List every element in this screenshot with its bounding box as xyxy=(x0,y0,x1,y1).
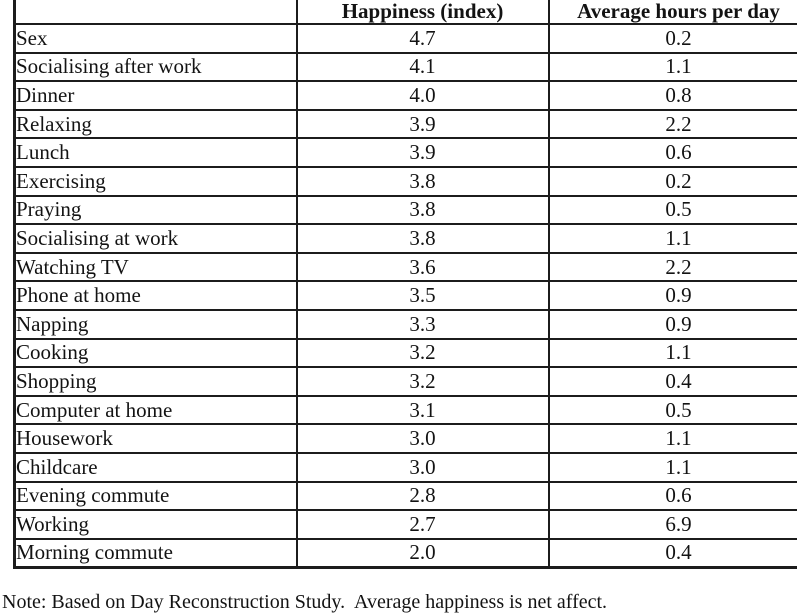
happiness-cell: 2.7 xyxy=(295,509,550,540)
activity-cell: Housework xyxy=(13,423,298,454)
hours-cell: 1.1 xyxy=(547,223,797,254)
hours-cell: 1.1 xyxy=(547,451,797,483)
table-row: Watching TV 3.6 2.2 xyxy=(13,251,797,283)
hours-cell: 0.8 xyxy=(547,80,797,111)
activity-cell: Computer at home xyxy=(13,394,298,426)
header-happiness-index: Happiness (index) xyxy=(295,0,550,25)
table-row: Housework 3.0 1.1 xyxy=(13,423,797,454)
table-row: Cooking 3.2 1.1 xyxy=(13,337,797,369)
activity-cell: Dinner xyxy=(13,80,298,111)
activities-table: Happiness (index) Average hours per day … xyxy=(13,0,797,570)
table-row: Socialising at work 3.8 1.1 xyxy=(13,223,797,254)
happiness-cell: 3.3 xyxy=(295,308,550,340)
note-text: Note: Based on Day Reconstruction Study.… xyxy=(2,591,608,613)
table-row: Exercising 3.8 0.2 xyxy=(13,165,797,197)
happiness-cell: 2.0 xyxy=(295,537,550,569)
happiness-cell: 2.8 xyxy=(295,480,550,512)
hours-cell: 0.9 xyxy=(547,280,797,311)
table-container: Happiness (index) Average hours per day … xyxy=(13,0,797,570)
header-average-hours: Average hours per day xyxy=(547,0,797,25)
hours-cell: 0.2 xyxy=(547,23,797,54)
happiness-cell: 4.7 xyxy=(295,23,550,54)
header-activity xyxy=(13,0,298,25)
table-row: Working 2.7 6.9 xyxy=(13,509,797,540)
activity-cell: Napping xyxy=(13,308,298,340)
activity-cell: Childcare xyxy=(13,451,298,483)
happiness-cell: 3.2 xyxy=(295,337,550,369)
table-row: Lunch 3.9 0.6 xyxy=(13,137,797,168)
activity-cell: Exercising xyxy=(13,165,298,197)
hours-cell: 0.6 xyxy=(547,480,797,512)
happiness-cell: 3.0 xyxy=(295,451,550,483)
activity-cell: Evening commute xyxy=(13,480,298,512)
hours-cell: 0.2 xyxy=(547,165,797,197)
happiness-cell: 3.8 xyxy=(295,223,550,254)
hours-cell: 6.9 xyxy=(547,509,797,540)
happiness-cell: 3.9 xyxy=(295,137,550,168)
activity-cell: Relaxing xyxy=(13,108,298,140)
happiness-cell: 3.6 xyxy=(295,251,550,283)
hours-cell: 0.6 xyxy=(547,137,797,168)
table-row: Socialising after work 4.1 1.1 xyxy=(13,51,797,83)
activity-cell: Praying xyxy=(13,194,298,226)
hours-cell: 0.4 xyxy=(547,366,797,397)
hours-cell: 0.5 xyxy=(547,394,797,426)
happiness-cell: 3.8 xyxy=(295,165,550,197)
hours-cell: 1.1 xyxy=(547,51,797,83)
hours-cell: 2.2 xyxy=(547,251,797,283)
activity-cell: Phone at home xyxy=(13,280,298,311)
activity-cell: Sex xyxy=(13,23,298,54)
table-row: Dinner 4.0 0.8 xyxy=(13,80,797,111)
table-row: Praying 3.8 0.5 xyxy=(13,194,797,226)
activity-cell: Lunch xyxy=(13,137,298,168)
table-row: Shopping 3.2 0.4 xyxy=(13,366,797,397)
happiness-cell: 4.1 xyxy=(295,51,550,83)
happiness-cell: 3.9 xyxy=(295,108,550,140)
activity-cell: Working xyxy=(13,509,298,540)
hours-cell: 2.2 xyxy=(547,108,797,140)
happiness-cell: 3.0 xyxy=(295,423,550,454)
activity-cell: Socialising at work xyxy=(13,223,298,254)
table-row: Childcare 3.0 1.1 xyxy=(13,451,797,483)
activity-cell: Shopping xyxy=(13,366,298,397)
table-row: Napping 3.3 0.9 xyxy=(13,308,797,340)
table-row: Relaxing 3.9 2.2 xyxy=(13,108,797,140)
hours-cell: 1.1 xyxy=(547,423,797,454)
activity-cell: Watching TV xyxy=(13,251,298,283)
hours-cell: 0.4 xyxy=(547,537,797,569)
hours-cell: 1.1 xyxy=(547,337,797,369)
table-body: Sex 4.7 0.2 Socialising after work 4.1 1.1 Din… xyxy=(13,23,797,569)
table-row: Morning commute 2.0 0.4 xyxy=(13,537,797,569)
activity-cell: Morning commute xyxy=(13,537,298,569)
table-row: Evening commute 2.8 0.6 xyxy=(13,480,797,512)
happiness-cell: 3.1 xyxy=(295,394,550,426)
header-row: Happiness (index) Average hours per day xyxy=(13,0,797,25)
table-row: Phone at home 3.5 0.9 xyxy=(13,280,797,311)
table-row: Sex 4.7 0.2 xyxy=(13,23,797,54)
activity-cell: Socialising after work xyxy=(13,51,298,83)
happiness-cell: 3.2 xyxy=(295,366,550,397)
hours-cell: 0.9 xyxy=(547,308,797,340)
hours-cell: 0.5 xyxy=(547,194,797,226)
happiness-cell: 4.0 xyxy=(295,80,550,111)
happiness-cell: 3.8 xyxy=(295,194,550,226)
happiness-cell: 3.5 xyxy=(295,280,550,311)
table-row: Computer at home 3.1 0.5 xyxy=(13,394,797,426)
activity-cell: Cooking xyxy=(13,337,298,369)
